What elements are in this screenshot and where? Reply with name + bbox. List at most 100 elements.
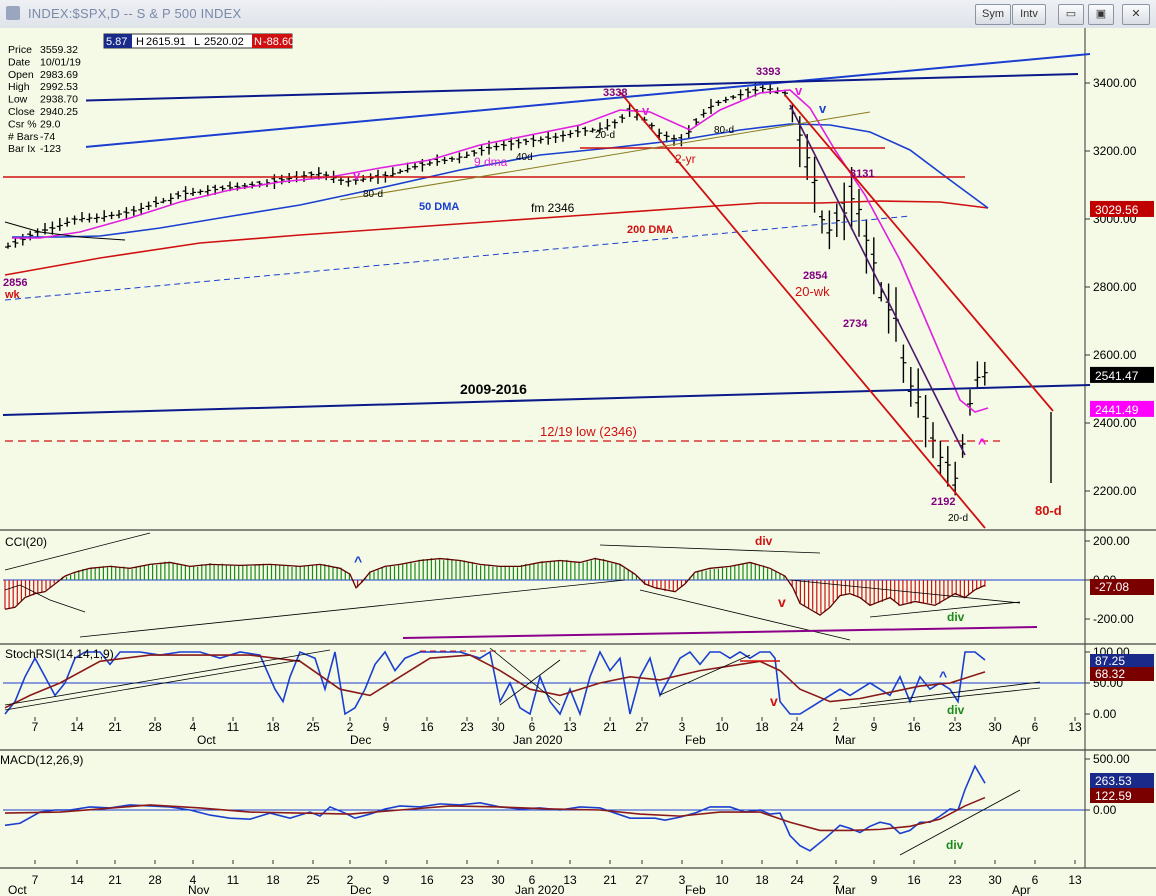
- price-bar: [545, 131, 552, 145]
- y-tick-label: 2400.00: [1093, 416, 1137, 430]
- quote-net-label: N: [254, 36, 262, 48]
- stoch-d-label: 68.32: [1095, 667, 1125, 681]
- price-bar: [478, 144, 485, 156]
- stoch-trendline: [4, 659, 301, 711]
- price-bar: [567, 130, 574, 138]
- quote-low-label: L: [194, 36, 200, 48]
- time-tick-label: 3: [679, 720, 686, 734]
- price-annotation: wk: [4, 289, 21, 301]
- time-tick-label-bottom: 18: [266, 873, 280, 887]
- time-tick-label-bottom: 21: [108, 873, 122, 887]
- time-tick-label-bottom: 18: [755, 873, 769, 887]
- data-window-value: -74: [40, 131, 55, 143]
- ma-200-line: [4, 200, 989, 276]
- time-tick-label: 25: [306, 720, 320, 734]
- price-label-box: [1090, 200, 1154, 217]
- price-bar: [56, 218, 63, 231]
- price-bar: [412, 162, 418, 170]
- time-tick-label: 9: [383, 720, 390, 734]
- stoch-trendline: [499, 659, 561, 706]
- ma-50-line: [12, 123, 989, 238]
- time-month-label: Apr: [1012, 733, 1031, 747]
- time-tick-label: 21: [108, 720, 122, 734]
- price-bar: [604, 119, 611, 131]
- price-bar: [530, 134, 537, 148]
- price-bar: [722, 96, 729, 104]
- macd-y-tick-label: 0.00: [1093, 803, 1117, 817]
- y-tick-label: 3400.00: [1093, 76, 1137, 90]
- data-window-value: -123: [40, 143, 61, 155]
- price-bar: [86, 213, 93, 223]
- price-annotation: 2734: [843, 318, 868, 330]
- time-tick-label-bottom: 7: [32, 873, 39, 887]
- price-annotation: 2856: [3, 277, 27, 289]
- price-bar: [5, 242, 11, 249]
- minimize-icon[interactable]: ▭: [1058, 4, 1084, 25]
- price-label-box: [1090, 400, 1154, 417]
- price-annotation: 20-d: [948, 513, 968, 524]
- symbol-button[interactable]: Sym: [975, 4, 1011, 25]
- price-bar: [449, 156, 455, 162]
- price-bar: [930, 422, 936, 459]
- time-tick-label-bottom: 2: [347, 873, 354, 887]
- price-bar: [700, 109, 707, 118]
- price-bar: [589, 127, 596, 133]
- restore-icon[interactable]: ▣: [1088, 4, 1114, 25]
- price-annotation: v: [642, 103, 650, 118]
- time-month-label-bottom: Nov: [188, 883, 209, 896]
- interval-button[interactable]: Intv: [1012, 4, 1046, 25]
- price-bar: [907, 366, 914, 407]
- time-month-label-bottom: Apr: [1012, 883, 1031, 896]
- price-bar: [338, 176, 344, 186]
- data-window-value: 2940.25: [40, 106, 78, 118]
- price-bar: [389, 167, 396, 178]
- stoch-trendline: [4, 649, 331, 706]
- price-bar: [915, 368, 922, 418]
- time-tick-label: 6: [529, 720, 536, 734]
- time-tick-label: 6: [1032, 720, 1039, 734]
- price-bar: [826, 210, 833, 250]
- price-bar: [611, 119, 618, 129]
- quote-net: -88.60: [263, 36, 294, 48]
- price-bar: [204, 185, 211, 197]
- price-bar: [730, 95, 737, 100]
- price-annotation: 20-wk: [795, 284, 830, 299]
- price-annotation: 80-d: [363, 189, 383, 200]
- y-tick-label: 2200.00: [1093, 484, 1137, 498]
- price-bar: [708, 98, 714, 115]
- data-window-value: 2983.69: [40, 69, 78, 81]
- price-bar: [582, 126, 589, 136]
- quote-high: 2615.91: [146, 36, 186, 48]
- time-tick-label-bottom: 13: [1068, 873, 1082, 887]
- cci-trendline: [789, 579, 1021, 604]
- price-bar: [523, 138, 529, 146]
- price-bar: [493, 142, 500, 151]
- cci-y-tick-label: -200.00: [1093, 612, 1134, 626]
- price-bar: [153, 196, 159, 208]
- price-bar: [745, 87, 751, 98]
- channel-down-upper: [784, 94, 1054, 412]
- price-annotation: 12/19 low (2346): [540, 424, 637, 439]
- price-bar: [819, 210, 825, 234]
- data-window-label: Csr %: [8, 118, 37, 130]
- price-bar: [619, 114, 626, 123]
- quote-open: 5.87: [106, 36, 127, 48]
- data-window-value: 29.0: [40, 118, 61, 130]
- time-tick-label: 24: [790, 720, 804, 734]
- stoch-trendline: [489, 647, 561, 706]
- price-bar: [574, 124, 581, 138]
- time-tick-label: 11: [227, 720, 240, 734]
- price-bar: [12, 237, 19, 248]
- chart-canvas: 3400.003200.003000.002800.002600.002400.…: [0, 28, 1156, 896]
- price-annotation: v: [795, 83, 803, 98]
- stoch-annotation: ^: [939, 668, 947, 684]
- stoch-annotation: v: [770, 693, 778, 709]
- data-window-value: 2938.70: [40, 94, 78, 106]
- time-tick-label-bottom: 27: [635, 873, 649, 887]
- stoch-trendline: [659, 654, 751, 696]
- price-bar: [160, 197, 167, 204]
- time-tick-label: 14: [70, 720, 84, 734]
- price-bar: [352, 176, 359, 185]
- close-icon[interactable]: ✕: [1122, 4, 1150, 25]
- price-annotation: 2-yr: [675, 152, 696, 166]
